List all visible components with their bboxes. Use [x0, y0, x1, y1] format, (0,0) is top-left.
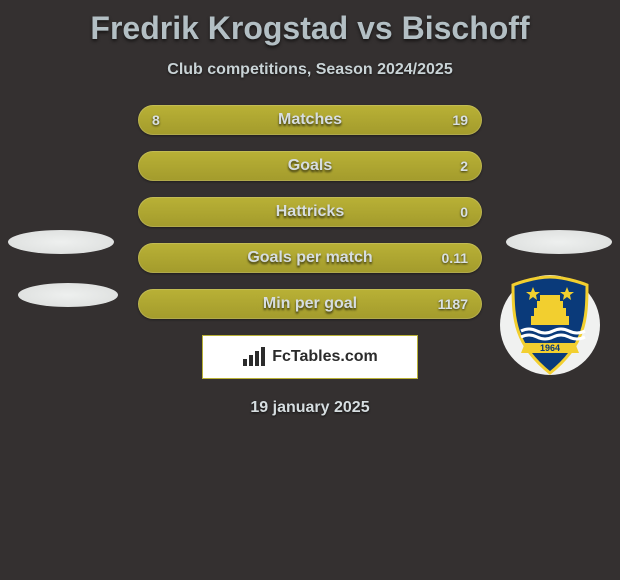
bar-chart-icon	[242, 347, 266, 367]
stat-row-matches: 8 Matches 19	[138, 105, 482, 135]
stat-left-value: 8	[152, 112, 160, 128]
player-left-avatar-placeholder-2	[18, 283, 118, 307]
stat-row-goals: Goals 2	[138, 151, 482, 181]
stat-right-value: 2	[460, 158, 468, 174]
stat-row-hattricks: Hattricks 0	[138, 197, 482, 227]
stat-label: Min per goal	[138, 295, 482, 313]
club-badge: 1964	[500, 275, 600, 375]
stat-label: Goals	[138, 157, 482, 175]
page-title: Fredrik Krogstad vs Bischoff	[0, 0, 620, 47]
date-line: 19 january 2025	[0, 399, 620, 417]
stat-label: Matches	[138, 111, 482, 129]
player-right-avatar-placeholder	[506, 230, 612, 254]
stat-right-value: 0.11	[442, 250, 468, 266]
stat-label: Hattricks	[138, 203, 482, 221]
brand-text: FcTables.com	[272, 348, 378, 366]
player-left-avatar-placeholder-1	[8, 230, 114, 254]
stat-label: Goals per match	[138, 249, 482, 267]
stat-right-value: 0	[460, 204, 468, 220]
subtitle: Club competitions, Season 2024/2025	[0, 61, 620, 79]
stat-row-goals-per-match: Goals per match 0.11	[138, 243, 482, 273]
club-badge-icon: 1964	[507, 275, 593, 375]
badge-year: 1964	[540, 343, 560, 353]
stat-row-min-per-goal: Min per goal 1187	[138, 289, 482, 319]
stat-right-value: 1187	[438, 296, 468, 312]
comparison-bars: 1964 8 Matches 19 Goals 2 Hattricks 0 Go…	[0, 105, 620, 319]
stat-right-value: 19	[452, 112, 468, 128]
brand-box[interactable]: FcTables.com	[202, 335, 418, 379]
